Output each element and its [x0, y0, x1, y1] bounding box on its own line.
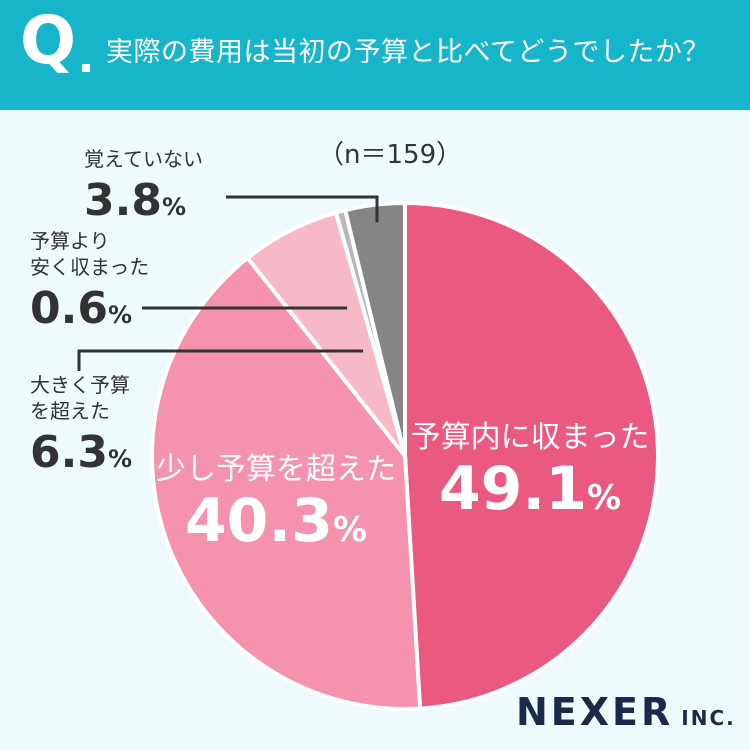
label-slightly-over-name: 少し予算を超えた [156, 452, 396, 487]
label-greatly-over-unit: % [107, 445, 132, 473]
label-cheaper-line1: 予算より [30, 229, 110, 253]
label-dont-remember: 覚えていない 3.8% [84, 146, 203, 229]
nexer-logo: NEXER INC. [516, 690, 736, 734]
label-within-budget: 予算内に収まった 49.1% [410, 412, 650, 522]
label-slightly-over: 少し予算を超えた 40.3% [156, 444, 396, 554]
label-cheaper-unit: % [107, 301, 132, 329]
label-cheaper-line2: 安く収まった [30, 255, 150, 279]
label-dont-remember-unit: % [161, 193, 186, 221]
slice-slightly-over [150, 255, 423, 711]
logo-suffix: INC. [681, 706, 736, 730]
label-slightly-over-value: 40.3 [184, 486, 333, 556]
question-text: 実際の費用は当初の予算と比べてどうでしたか？ [106, 37, 710, 68]
sample-size-label: （n＝159） [318, 140, 463, 170]
label-cheaper: 予算より 安く収まった 0.6% [30, 228, 149, 337]
label-within-budget-value: 49.1 [438, 454, 587, 524]
logo-main: NEXER [516, 690, 674, 734]
label-within-budget-unit: % [586, 478, 622, 518]
slice-within-budget [403, 201, 660, 711]
label-within-budget-name: 予算内に収まった [410, 420, 650, 455]
label-cheaper-value: 0.6 [30, 283, 108, 334]
label-greatly-over-line1: 大きく予算 [30, 373, 130, 397]
slice-dont-remember [343, 201, 407, 458]
q-mark: Q [20, 2, 77, 79]
leader-line-greatly-over [77, 349, 364, 371]
header-bar: Q 実際の費用は当初の予算と比べてどうでしたか？ [0, 0, 750, 110]
q-dot [82, 64, 90, 72]
label-slightly-over-unit: % [332, 510, 368, 550]
label-greatly-over-value: 6.3 [30, 427, 108, 478]
label-dont-remember-name: 覚えていない [84, 147, 203, 171]
leader-line-dont-remember [226, 195, 379, 223]
label-greatly-over: 大きく予算 を超えた 6.3% [30, 372, 132, 481]
label-greatly-over-line2: を超えた [30, 399, 110, 423]
label-dont-remember-value: 3.8 [84, 175, 162, 226]
